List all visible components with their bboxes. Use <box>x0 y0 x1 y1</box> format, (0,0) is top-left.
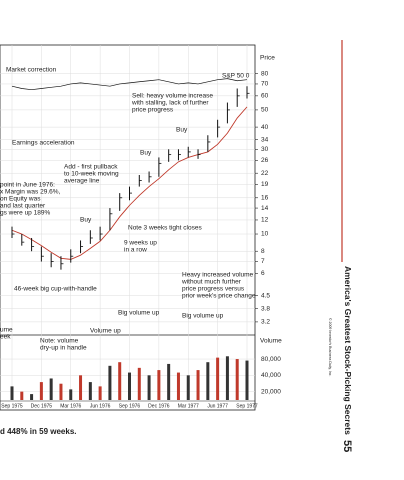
annotation: Sell: heavy volume increase <box>132 93 213 100</box>
annotation: 46-week big cup-with-handle <box>14 286 97 293</box>
volume-bar <box>59 383 63 400</box>
y-tick-label: 7 <box>261 258 265 265</box>
x-tick-label: Jun 1977 <box>207 403 228 409</box>
y2-tick-label: 80,000 <box>261 356 281 363</box>
volume-bar <box>157 370 161 400</box>
side-title: America's Greatest Stock-Picking Secrets <box>343 266 353 435</box>
volume-bar <box>79 375 83 400</box>
annotation: S&P 50 0 <box>222 73 250 80</box>
volume-bar <box>225 356 229 400</box>
volume-bar <box>49 378 53 400</box>
x-tick-label: Dec 1975 <box>31 403 53 409</box>
annotation: Heavy increased volume <box>182 272 254 279</box>
y-tick-label: 22 <box>261 170 269 177</box>
volume-bar <box>235 359 239 400</box>
annotation: Big volume up <box>182 313 224 320</box>
volume-bar <box>206 362 210 400</box>
annotation: on Equity was <box>0 196 41 203</box>
y2-tick-label: 20,000 <box>261 388 281 395</box>
x-tick-label: Sep 1977 <box>236 403 258 409</box>
volume-bar <box>10 386 14 400</box>
volume-bar <box>39 382 43 400</box>
annotation: Note: volume <box>40 338 79 345</box>
annotation: with stalling, lack of further <box>131 100 209 107</box>
y-tick-label: 80 <box>261 70 269 77</box>
volume-bar <box>137 367 141 400</box>
x-tick-label: Dec 1976 <box>148 403 170 409</box>
volume-bar <box>98 386 102 400</box>
annotation: price progress <box>132 107 174 114</box>
y-tick-label: 6 <box>261 270 265 277</box>
annotation: Volume up <box>90 328 121 335</box>
annotation: Buy <box>140 150 152 157</box>
volume-title: Volume <box>260 338 282 345</box>
annotation: and last quarter <box>0 203 46 210</box>
x-tick-label: Mar 1976 <box>60 403 81 409</box>
y-tick-label: 12 <box>261 217 269 224</box>
volume-bar <box>196 370 200 400</box>
volume-bar <box>69 389 73 400</box>
annotation: dry-up in handle <box>40 345 87 352</box>
volume-bar <box>20 391 24 400</box>
annotation: Note 3 weeks tight closes <box>128 225 202 232</box>
annotation: x Margin was 29.6%, <box>0 189 61 196</box>
annotation: gs were up 189% <box>0 210 50 217</box>
x-tick-label: Mar 1977 <box>178 403 199 409</box>
annotation: Add - first pullback <box>64 164 118 171</box>
x-tick-label: Jun 1976 <box>90 403 111 409</box>
annotation: eek <box>0 334 11 341</box>
annotation: to 10-week moving <box>64 171 119 178</box>
y-axis-title: Price <box>260 55 275 62</box>
y2-tick-label: 40,000 <box>261 372 281 379</box>
volume-bar <box>118 362 122 400</box>
y-tick-label: 26 <box>261 157 269 164</box>
volume-bar <box>108 365 112 400</box>
y-tick-label: 14 <box>261 205 269 212</box>
y-tick-label: 10 <box>261 231 269 238</box>
volume-bar <box>167 363 171 400</box>
page-number: 55 <box>341 440 353 452</box>
volume-bar <box>128 372 131 400</box>
y-tick-label: 40 <box>261 124 269 131</box>
volume-bar <box>30 394 34 400</box>
annotation: Market correction <box>6 67 57 74</box>
y-tick-label: 19 <box>261 181 269 188</box>
annotation: prior week's price change <box>182 293 256 300</box>
copyright: © 2009 Investor's Business Daily, Inc. <box>328 318 332 376</box>
annotation: Earnings acceleration <box>12 140 75 147</box>
y-tick-label: 34 <box>261 136 269 143</box>
y-tick-label: 30 <box>261 146 269 153</box>
y-tick-label: 70 <box>261 81 269 88</box>
volume-bar <box>186 375 190 400</box>
y-tick-label: 50 <box>261 107 269 114</box>
annotation: Buy <box>176 127 188 134</box>
y-tick-label: 4.5 <box>261 292 270 299</box>
volume-bar <box>147 375 151 400</box>
y-tick-label: 8 <box>261 248 265 255</box>
volume-bar <box>176 372 180 400</box>
annotation: in a row <box>124 247 147 254</box>
volume-bar <box>245 360 249 400</box>
annotation: without much further <box>181 279 242 286</box>
y-tick-label: 3.2 <box>261 319 270 326</box>
y-tick-label: 3.8 <box>261 305 270 312</box>
y-tick-label: 16 <box>261 194 269 201</box>
annotation: price progress versus <box>182 286 245 293</box>
plot-frame <box>0 44 256 411</box>
annotation: point in June 1976: <box>0 182 55 189</box>
annotation: 9 weeks up <box>124 240 157 247</box>
y-tick-label: 60 <box>261 93 269 100</box>
index-line <box>11 78 248 91</box>
annotation: ume <box>0 327 13 334</box>
volume-bar <box>216 357 220 400</box>
volume-bar <box>88 382 92 400</box>
annotation: Big volume up <box>118 310 160 317</box>
x-tick-label: Sep 1975 <box>1 403 23 409</box>
annotation: Buy <box>80 217 92 224</box>
annotation: average line <box>64 178 100 185</box>
caption: d 448% in 59 weeks. <box>0 427 77 436</box>
x-tick-label: Sep 1976 <box>119 403 141 409</box>
